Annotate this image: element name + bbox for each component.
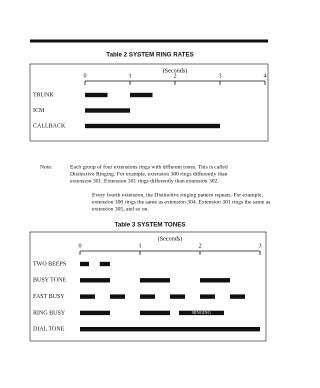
timing-bar: [200, 294, 215, 299]
timing-bar: [140, 278, 170, 283]
timing-bar: [80, 294, 95, 299]
page: Table 2 SYSTEM RING RATES (Seconds) 0 1 2 3 4 T…: [29, 39, 270, 342]
row-label: TRUNK: [33, 92, 54, 98]
timing-bar: [110, 294, 125, 299]
table-box: [29, 63, 269, 142]
timing-bar: [85, 92, 108, 98]
header-rule: [30, 39, 268, 43]
bar-annotation: RINGING: [192, 310, 211, 315]
tick-label: 2: [173, 72, 176, 79]
tick-label: 2: [198, 242, 201, 249]
note-line: Distinctive Ringing. For example, extens…: [70, 170, 228, 177]
row-label: TWO BEEPS: [33, 261, 66, 267]
table-box: [29, 231, 267, 342]
tick-label: 1: [138, 242, 141, 249]
paragraph-line: Every fourth extension, the Distinctive …: [92, 191, 263, 198]
row-label: RING BUSY: [33, 310, 66, 316]
row-label: DIAL TONE: [33, 327, 65, 333]
timing-bar: [80, 327, 260, 332]
timing-bar: [85, 123, 220, 129]
row-label: BUSY TONE: [33, 278, 66, 284]
tick-label: 0: [78, 242, 81, 249]
row-label: CALLBACK: [33, 123, 66, 129]
timing-bar: [140, 310, 170, 316]
timing-bar: [80, 278, 110, 283]
timing-bar: [85, 108, 130, 113]
note-label: Note:: [40, 164, 53, 170]
tick-label: 4: [263, 72, 266, 79]
timing-bar: [179, 310, 224, 316]
timing-bar: [80, 261, 89, 267]
tick-label: 0: [83, 72, 86, 79]
axis-label: (Seconds): [158, 235, 183, 242]
note-line: Each group of four extensions rings with…: [70, 163, 228, 170]
timing-bar: [170, 294, 185, 299]
timing-bar: [230, 294, 245, 299]
tick-label: 3: [258, 242, 261, 249]
axis-label: (Seconds): [163, 67, 188, 74]
row-label: FAST BUSY: [33, 294, 65, 300]
tick-label: 3: [218, 72, 221, 79]
row-label: ICM: [33, 108, 45, 114]
timing-bar: [200, 278, 230, 283]
table-title: Table 2 SYSTEM RING RATES: [106, 52, 193, 59]
paragraph-line: extension 300 rings the same as extensio…: [92, 199, 270, 205]
table-title: Table 3 SYSTEM TONES: [115, 222, 186, 229]
timing-bar: [80, 310, 110, 316]
timing-bar: [130, 92, 153, 98]
timing-bar: [99, 261, 110, 267]
paragraph-line: extension 305, and so on.: [92, 206, 149, 212]
note-line: extension 301. Extension 301 rings diffe…: [70, 177, 219, 184]
timing-bar: [140, 294, 155, 299]
tick-label: 1: [128, 72, 131, 79]
